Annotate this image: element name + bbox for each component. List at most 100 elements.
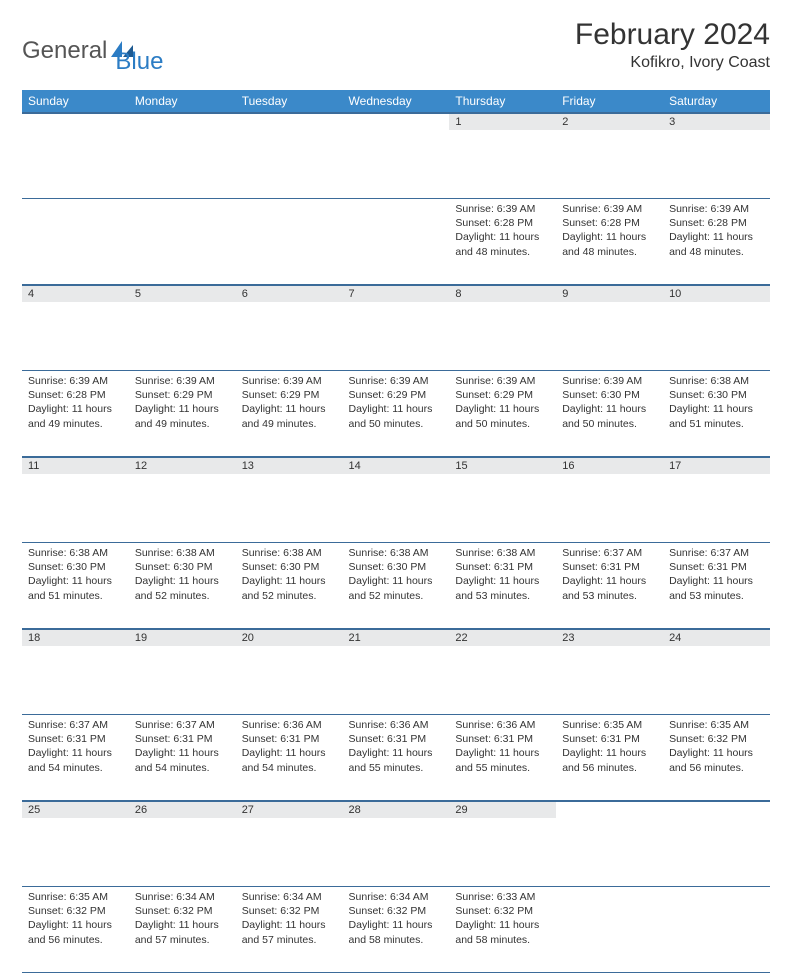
day-number: 10 [663,285,770,302]
sunset-text: Sunset: 6:31 PM [242,732,337,746]
sunrise-text: Sunrise: 6:39 AM [562,202,657,216]
sunset-text: Sunset: 6:31 PM [349,732,444,746]
day-cell: Sunrise: 6:38 AMSunset: 6:30 PMDaylight:… [663,371,770,457]
sunset-text: Sunset: 6:32 PM [455,904,550,918]
day-header: Friday [556,90,663,113]
sunset-text: Sunset: 6:32 PM [669,732,764,746]
sunrise-text: Sunrise: 6:37 AM [135,718,230,732]
day-header: Saturday [663,90,770,113]
day-details: Sunrise: 6:36 AMSunset: 6:31 PMDaylight:… [343,715,450,781]
day-cell: Sunrise: 6:39 AMSunset: 6:30 PMDaylight:… [556,371,663,457]
sunset-text: Sunset: 6:30 PM [28,560,123,574]
day-cell: Sunrise: 6:38 AMSunset: 6:31 PMDaylight:… [449,543,556,629]
sunset-text: Sunset: 6:30 PM [669,388,764,402]
daylight-text: Daylight: 11 hours and 58 minutes. [349,918,444,946]
sunrise-text: Sunrise: 6:39 AM [669,202,764,216]
day-cell: Sunrise: 6:35 AMSunset: 6:31 PMDaylight:… [556,715,663,801]
daylight-text: Daylight: 11 hours and 50 minutes. [562,402,657,430]
sunset-text: Sunset: 6:32 PM [28,904,123,918]
day-number-cell: 13 [236,457,343,543]
daylight-text: Daylight: 11 hours and 56 minutes. [562,746,657,774]
logo: General Blue [22,26,163,76]
day-details: Sunrise: 6:38 AMSunset: 6:30 PMDaylight:… [663,371,770,437]
daynum-row: 18192021222324 [22,629,770,715]
sunrise-text: Sunrise: 6:38 AM [28,546,123,560]
sunrise-text: Sunrise: 6:39 AM [242,374,337,388]
day-cell: Sunrise: 6:34 AMSunset: 6:32 PMDaylight:… [129,887,236,973]
day-number-cell [236,113,343,199]
day-cell: Sunrise: 6:38 AMSunset: 6:30 PMDaylight:… [236,543,343,629]
sunrise-text: Sunrise: 6:39 AM [135,374,230,388]
day-details: Sunrise: 6:39 AMSunset: 6:28 PMDaylight:… [449,199,556,265]
day-details: Sunrise: 6:36 AMSunset: 6:31 PMDaylight:… [236,715,343,781]
daylight-text: Daylight: 11 hours and 53 minutes. [669,574,764,602]
day-number: 20 [236,629,343,646]
week-row: Sunrise: 6:38 AMSunset: 6:30 PMDaylight:… [22,543,770,629]
day-number: 21 [343,629,450,646]
day-details: Sunrise: 6:38 AMSunset: 6:30 PMDaylight:… [343,543,450,609]
day-cell [343,199,450,285]
day-number: 23 [556,629,663,646]
day-details: Sunrise: 6:35 AMSunset: 6:32 PMDaylight:… [22,887,129,953]
daylight-text: Daylight: 11 hours and 52 minutes. [349,574,444,602]
day-number: 3 [663,113,770,130]
day-cell: Sunrise: 6:37 AMSunset: 6:31 PMDaylight:… [22,715,129,801]
day-cell: Sunrise: 6:34 AMSunset: 6:32 PMDaylight:… [236,887,343,973]
day-number [663,801,770,806]
title-block: February 2024 Kofikro, Ivory Coast [575,18,770,72]
day-number: 27 [236,801,343,818]
day-number-cell: 1 [449,113,556,199]
logo-text-general: General [22,37,107,65]
day-number [22,113,129,118]
day-number-cell [22,113,129,199]
day-cell: Sunrise: 6:33 AMSunset: 6:32 PMDaylight:… [449,887,556,973]
day-cell: Sunrise: 6:37 AMSunset: 6:31 PMDaylight:… [129,715,236,801]
day-number-cell: 28 [343,801,450,887]
day-header: Monday [129,90,236,113]
daynum-row: 45678910 [22,285,770,371]
day-cell: Sunrise: 6:36 AMSunset: 6:31 PMDaylight:… [449,715,556,801]
day-details: Sunrise: 6:39 AMSunset: 6:29 PMDaylight:… [129,371,236,437]
sunset-text: Sunset: 6:31 PM [28,732,123,746]
daylight-text: Daylight: 11 hours and 50 minutes. [455,402,550,430]
day-number-cell: 16 [556,457,663,543]
day-number: 29 [449,801,556,818]
day-number-cell: 2 [556,113,663,199]
daylight-text: Daylight: 11 hours and 48 minutes. [562,230,657,258]
day-details: Sunrise: 6:39 AMSunset: 6:28 PMDaylight:… [22,371,129,437]
day-cell: Sunrise: 6:38 AMSunset: 6:30 PMDaylight:… [129,543,236,629]
sunrise-text: Sunrise: 6:34 AM [242,890,337,904]
day-number-cell: 26 [129,801,236,887]
week-row: Sunrise: 6:39 AM Sunset: 6:28 PM Daylight:… [22,199,770,285]
day-details: Sunrise: 6:34 AMSunset: 6:32 PMDaylight:… [236,887,343,953]
week-row: Sunrise: 6:35 AMSunset: 6:32 PMDaylight:… [22,887,770,973]
day-number-cell: 10 [663,285,770,371]
sunset-text: Sunset: 6:28 PM [455,216,550,230]
day-details: Sunrise: 6:39 AMSunset: 6:29 PMDaylight:… [449,371,556,437]
day-number-cell: 15 [449,457,556,543]
day-number: 25 [22,801,129,818]
daynum-row: 11121314151617 [22,457,770,543]
sunrise-text: Sunrise: 6:37 AM [562,546,657,560]
daylight-text: Daylight: 11 hours and 54 minutes. [135,746,230,774]
header: General Blue February 2024 Kofikro, Ivor… [22,18,770,76]
day-details: Sunrise: 6:38 AMSunset: 6:30 PMDaylight:… [129,543,236,609]
sunset-text: Sunset: 6:30 PM [242,560,337,574]
sunrise-text: Sunrise: 6:38 AM [349,546,444,560]
daylight-text: Daylight: 11 hours and 55 minutes. [455,746,550,774]
day-number: 2 [556,113,663,130]
sunrise-text: Sunrise: 6:36 AM [242,718,337,732]
day-number-cell: 9 [556,285,663,371]
day-number-cell [343,113,450,199]
day-number: 28 [343,801,450,818]
day-details: Sunrise: 6:38 AMSunset: 6:30 PMDaylight:… [236,543,343,609]
day-cell: Sunrise: 6:35 AMSunset: 6:32 PMDaylight:… [22,887,129,973]
day-number-cell: 21 [343,629,450,715]
day-details: Sunrise: 6:33 AMSunset: 6:32 PMDaylight:… [449,887,556,953]
sunset-text: Sunset: 6:31 PM [455,560,550,574]
day-cell: Sunrise: 6:39 AMSunset: 6:28 PMDaylight:… [22,371,129,457]
daylight-text: Daylight: 11 hours and 57 minutes. [135,918,230,946]
sunrise-text: Sunrise: 6:38 AM [669,374,764,388]
day-number: 1 [449,113,556,130]
sunrise-text: Sunrise: 6:36 AM [349,718,444,732]
